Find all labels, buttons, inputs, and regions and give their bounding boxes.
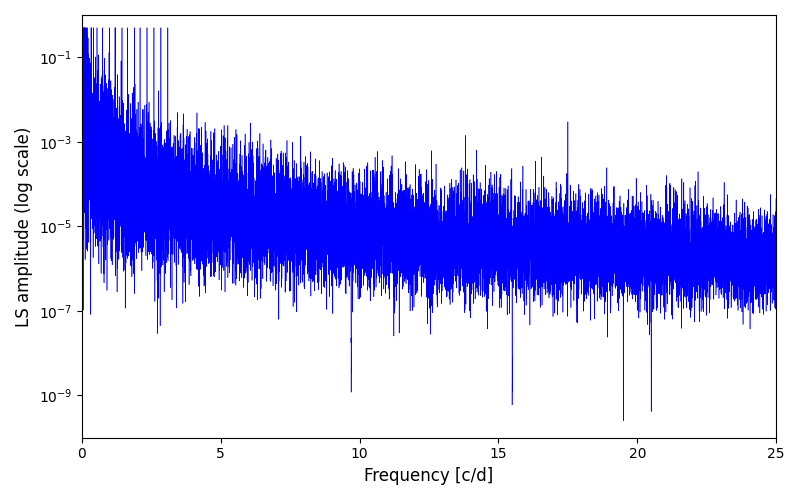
Y-axis label: LS amplitude (log scale): LS amplitude (log scale) [15,126,33,326]
X-axis label: Frequency [c/d]: Frequency [c/d] [364,467,494,485]
